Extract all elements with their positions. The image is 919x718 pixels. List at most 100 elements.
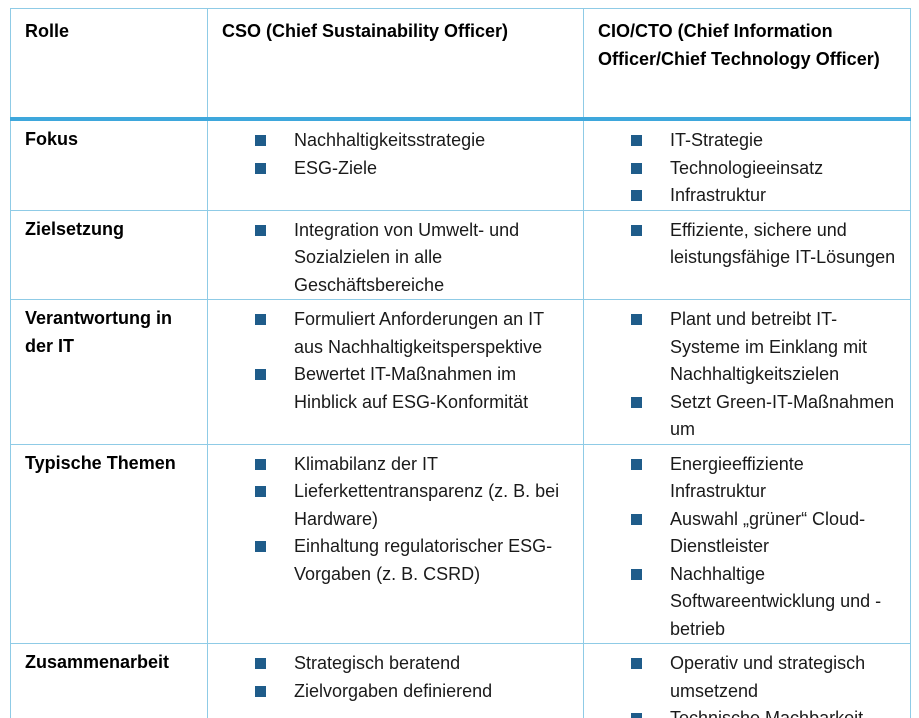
bullet-list: Formuliert Anforderungen an IT aus Nachh… — [209, 306, 576, 416]
list-item: Strategisch beratend — [209, 650, 576, 678]
bullet-text: ESG-Ziele — [294, 157, 378, 178]
list-item: Einhaltung regulatorischer ESG-Vorgaben … — [209, 533, 576, 588]
header-label: CSO (Chief Sustainability Officer) — [222, 21, 509, 41]
bullet-text: Technologieeinsatz — [670, 157, 824, 178]
list-item: Integration von Umwelt- und Sozialzielen… — [209, 217, 576, 299]
square-bullet-icon — [255, 135, 266, 146]
list-item: Klimabilanz der IT — [209, 451, 576, 479]
cell-fokus-cso: Nachhaltigkeitsstrategie ESG-Ziele — [207, 118, 584, 211]
square-bullet-icon — [631, 135, 642, 146]
header-label: CIO/CTO (Chief Information Officer/Chief… — [598, 21, 880, 69]
square-bullet-icon — [255, 658, 266, 669]
list-item: Technische Machbarkeit bewertend — [585, 705, 903, 718]
bullet-list: Strategisch beratend Zielvorgaben defini… — [209, 650, 576, 706]
list-item: Bewertet IT-Maßnahmen im Hinblick auf ES… — [209, 361, 576, 416]
bullet-text: Plant und betreibt IT-Systeme im Einklan… — [670, 309, 868, 384]
row-label-fokus: Fokus — [10, 118, 208, 211]
list-item: Infrastruktur — [585, 182, 903, 209]
bullet-text: Energieeffiziente Infrastruktur — [670, 453, 804, 502]
table-row-fokus: Fokus Nachhaltigkeitsstrategie ESG-Ziele… — [10, 118, 911, 211]
square-bullet-icon — [255, 486, 266, 497]
bullet-text: Technische Machbarkeit bewertend — [670, 708, 864, 718]
header-label: Rolle — [25, 21, 70, 41]
row-label-zusammenarbeit: Zusammenarbeit — [10, 643, 208, 718]
square-bullet-icon — [255, 369, 266, 380]
header-cell-rolle: Rolle — [10, 8, 208, 121]
list-item: Nachhaltige Softwareentwicklung und -bet… — [585, 561, 903, 643]
bullet-text: Formuliert Anforderungen an IT aus Nachh… — [294, 309, 544, 357]
bullet-text: Einhaltung regulatorischer ESG-Vorgaben … — [294, 536, 553, 584]
bullet-text: Nachhaltigkeitsstrategie — [294, 130, 486, 150]
row-label-verantwortung: Verantwortung in der IT — [10, 299, 208, 445]
cell-fokus-cio: IT-Strategie Technologieeinsatz Infrastr… — [583, 118, 911, 211]
list-item: Nachhaltigkeitsstrategie — [209, 127, 576, 155]
bullet-text: Operativ und strategisch umsetzend — [670, 653, 866, 701]
square-bullet-icon — [631, 314, 642, 325]
list-item: Energieeffiziente Infrastruktur — [585, 451, 903, 506]
square-bullet-icon — [255, 458, 266, 470]
square-bullet-icon — [631, 162, 642, 174]
bullet-list: Effiziente, sichere und leistungsfähige … — [585, 217, 903, 272]
square-bullet-icon — [255, 162, 266, 174]
list-item: ESG-Ziele — [209, 155, 576, 183]
square-bullet-icon — [631, 224, 642, 236]
list-item: Auswahl „grüner“ Cloud-Dienstleister — [585, 506, 903, 561]
list-item: Formuliert Anforderungen an IT aus Nachh… — [209, 306, 576, 361]
cell-typische-themen-cso: Klimabilanz der IT Lieferkettentranspare… — [207, 443, 584, 644]
list-item: Technologieeinsatz — [585, 155, 903, 183]
list-item: Lieferkettentransparenz (z. B. bei Hardw… — [209, 478, 576, 533]
list-item: Zielvorgaben definierend — [209, 678, 576, 706]
list-item: Effiziente, sichere und leistungsfähige … — [585, 217, 903, 272]
header-cell-cso: CSO (Chief Sustainability Officer) — [207, 8, 584, 121]
bullet-text: Infrastruktur — [670, 185, 767, 205]
cell-zielsetzung-cio: Effiziente, sichere und leistungsfähige … — [583, 209, 911, 300]
bullet-text: Strategisch beratend — [294, 653, 461, 673]
cell-zielsetzung-cso: Integration von Umwelt- und Sozialzielen… — [207, 209, 584, 300]
square-bullet-icon — [631, 568, 642, 580]
bullet-text: Lieferkettentransparenz (z. B. bei Hardw… — [294, 481, 560, 529]
bullet-text: Integration von Umwelt- und Sozialzielen… — [294, 219, 520, 295]
list-item: Operativ und strategisch umsetzend — [585, 650, 903, 705]
square-bullet-icon — [631, 513, 642, 525]
cell-zusammenarbeit-cso: Strategisch beratend Zielvorgaben defini… — [207, 643, 584, 718]
square-bullet-icon — [255, 314, 266, 325]
bullet-list: Klimabilanz der IT Lieferkettentranspare… — [209, 451, 576, 589]
cell-zusammenarbeit-cio: Operativ und strategisch umsetzend Techn… — [583, 643, 911, 718]
bullet-list: Nachhaltigkeitsstrategie ESG-Ziele — [209, 127, 576, 183]
bullet-text: Setzt Green-IT-Maßnahmen um — [670, 391, 895, 440]
table-row-zusammenarbeit: Zusammenarbeit Strategisch beratend Ziel… — [10, 643, 911, 718]
square-bullet-icon — [631, 396, 642, 408]
cell-verantwortung-cio: Plant und betreibt IT-Systeme im Einklan… — [583, 299, 911, 445]
cell-typische-themen-cio: Energieeffiziente Infrastruktur Auswahl … — [583, 443, 911, 644]
bullet-text: Nachhaltige Softwareentwicklung und -bet… — [670, 563, 882, 639]
bullet-text: Bewertet IT-Maßnahmen im Hinblick auf ES… — [294, 364, 529, 412]
list-item: Plant und betreibt IT-Systeme im Einklan… — [585, 306, 903, 389]
bullet-text: Klimabilanz der IT — [294, 453, 439, 474]
cell-verantwortung-cso: Formuliert Anforderungen an IT aus Nachh… — [207, 299, 584, 445]
bullet-text: IT-Strategie — [670, 130, 764, 150]
square-bullet-icon — [631, 190, 642, 201]
bullet-list: Integration von Umwelt- und Sozialzielen… — [209, 217, 576, 299]
square-bullet-icon — [255, 685, 266, 697]
row-label-typische-themen: Typische Themen — [10, 443, 208, 644]
table-row-typische-themen: Typische Themen Klimabilanz der IT Liefe… — [10, 443, 911, 644]
roles-comparison-table: Rolle CSO (Chief Sustainability Officer)… — [10, 8, 911, 718]
bullet-list: IT-Strategie Technologieeinsatz Infrastr… — [585, 127, 903, 209]
square-bullet-icon — [631, 458, 642, 470]
bullet-text: Effiziente, sichere und leistungsfähige … — [670, 219, 896, 268]
list-item: IT-Strategie — [585, 127, 903, 155]
bullet-text: Auswahl „grüner“ Cloud-Dienstleister — [670, 508, 866, 557]
bullet-list: Plant und betreibt IT-Systeme im Einklan… — [585, 306, 903, 444]
header-cell-cio-cto: CIO/CTO (Chief Information Officer/Chief… — [583, 8, 911, 121]
bullet-list: Energieeffiziente Infrastruktur Auswahl … — [585, 451, 903, 643]
square-bullet-icon — [255, 224, 266, 236]
square-bullet-icon — [255, 541, 266, 552]
list-item: Setzt Green-IT-Maßnahmen um — [585, 389, 903, 444]
square-bullet-icon — [631, 713, 642, 718]
table-row-zielsetzung: Zielsetzung Integration von Umwelt- und … — [10, 209, 911, 300]
bullet-text: Zielvorgaben definierend — [294, 680, 493, 701]
table-row-verantwortung: Verantwortung in der IT Formuliert Anfor… — [10, 299, 911, 445]
bullet-list: Operativ und strategisch umsetzend Techn… — [585, 650, 903, 718]
square-bullet-icon — [631, 658, 642, 669]
